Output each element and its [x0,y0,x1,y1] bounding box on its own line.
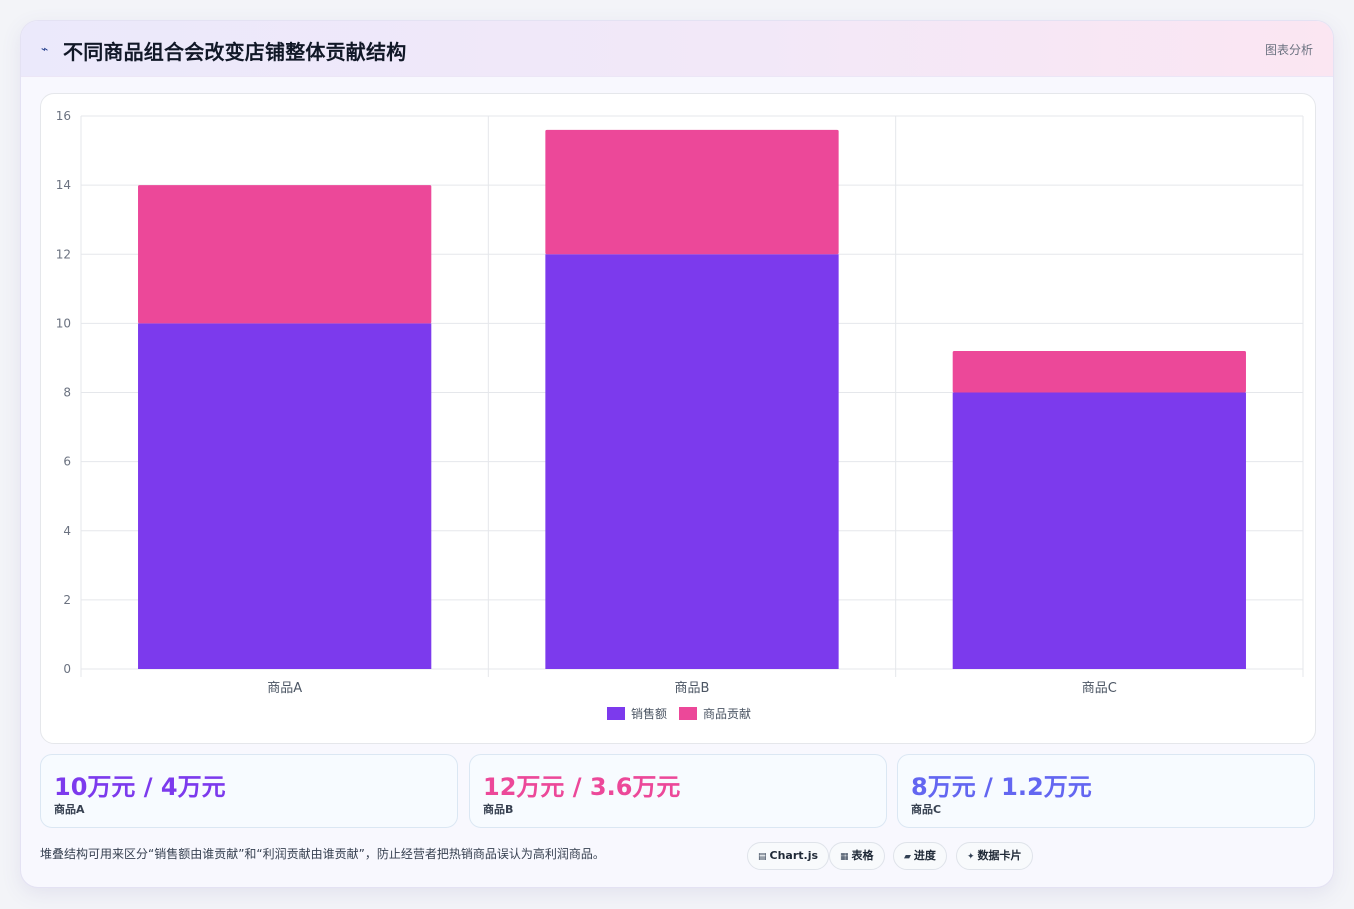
stat-value-a: 10万元 / 4万元 [54,773,226,801]
chip-label: 表格 [851,849,874,862]
stat-value-b: 12万元 / 3.6万元 [483,773,681,801]
y-tick-label: 6 [63,455,71,469]
chip-table[interactable]: ▦ 表格 [829,842,885,870]
y-tick-label: 14 [56,178,71,192]
chip-progress[interactable]: ▰ 进度 [893,842,947,870]
x-tick-label: 商品C [1082,681,1117,696]
bar-sales [545,254,839,669]
stat-card-c: 8万元 / 1.2万元 商品C [897,754,1315,828]
card-header: ⌁ 不同商品组合会改变店铺整体贡献结构 图表分析 [21,21,1333,77]
chart-card: ⌁ 不同商品组合会改变店铺整体贡献结构 图表分析 0 2 4 6 8 10 12 14 16 商品… [20,20,1334,888]
chip-data-card[interactable]: ✦ 数据卡片 [956,842,1033,870]
chart-icon: ▤ [758,852,767,862]
y-tick-label: 8 [63,386,71,400]
progress-icon: ▰ [904,852,911,862]
y-tick-label: 0 [63,662,71,676]
footnote: 堆叠结构可用来区分“销售额由谁贡献”和“利润贡献由谁贡献”，防止经营者把热销商品… [40,847,605,861]
y-tick-label: 4 [63,524,71,538]
stat-card-a: 10万元 / 4万元 商品A [40,754,458,828]
y-tick-label: 2 [63,593,71,607]
x-tick-label: 商品B [675,681,710,696]
legend-swatch [679,707,697,720]
stat-label-c: 商品C [911,803,942,816]
bar-sales [138,323,432,669]
legend-swatch [607,707,625,720]
bar-sales [952,392,1246,669]
table-icon: ▦ [840,852,849,862]
chip-label: 数据卡片 [977,849,1022,862]
header-tag: 图表分析 [1264,43,1313,57]
chip-label: 进度 [913,849,936,862]
card-icon: ✦ [967,852,975,862]
stat-card-b: 12万元 / 3.6万元 商品B [469,754,887,828]
y-tick-label: 12 [56,247,71,261]
page-title: 不同商品组合会改变店铺整体贡献结构 [63,40,407,64]
y-tick-label: 16 [56,109,71,123]
stat-label-a: 商品A [54,803,85,816]
chip-label: Chart.js [769,849,819,862]
stacked-bar-chart: 0 2 4 6 8 10 12 14 16 商品A 商品B 商品C 销售额 商品贡献 [56,109,1304,721]
y-tick-label: 10 [56,316,71,330]
bar-contribution [138,185,432,324]
chart-panel: 0 2 4 6 8 10 12 14 16 商品A 商品B 商品C 销售额 商品贡献 [40,93,1316,744]
bar-contribution [952,351,1246,393]
trend-line-icon: ⌁ [41,42,49,56]
chip-chartjs[interactable]: ▤ Chart.js [747,842,830,870]
legend-label: 商品贡献 [703,706,751,721]
stat-value-c: 8万元 / 1.2万元 [911,773,1092,801]
x-tick-label: 商品A [267,681,302,696]
stat-label-b: 商品B [483,803,514,816]
bar-contribution [545,129,839,255]
legend-label: 销售额 [631,706,667,721]
